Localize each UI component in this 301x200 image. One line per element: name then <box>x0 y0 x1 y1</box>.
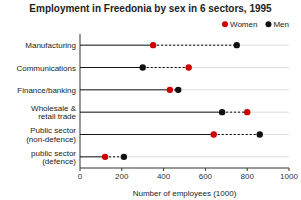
y-tick-label-line: (defence) <box>42 157 76 166</box>
y-tick-label: Finance/banking <box>17 86 76 95</box>
y-tick-label-line: Manufacturing <box>25 41 76 50</box>
x-tick <box>163 168 164 171</box>
connector <box>222 112 247 113</box>
y-tick-label-line: Communications <box>16 64 76 73</box>
x-tick-label: 800 <box>241 172 255 181</box>
chart: Employment in Freedonia by sex in 6 sect… <box>0 0 301 200</box>
x-tick <box>205 168 206 171</box>
dot <box>150 42 156 48</box>
title: Employment in Freedonia by sex in 6 sect… <box>29 3 272 14</box>
grid-line <box>80 89 289 90</box>
dot <box>167 87 173 93</box>
legend-swatch <box>265 21 271 27</box>
dot <box>219 109 225 115</box>
dot <box>234 42 240 48</box>
dot <box>185 64 191 70</box>
x-tick-label: 0 <box>78 172 83 181</box>
y-tick-label: public sector(defence) <box>31 149 76 167</box>
legend: Men Women <box>222 20 289 29</box>
grid-line <box>80 45 289 46</box>
marks <box>80 42 263 160</box>
grid-line <box>80 156 289 157</box>
dot <box>211 131 217 137</box>
stem <box>80 112 222 113</box>
legend-label: Men <box>273 20 289 29</box>
y-tick-label-line: retail trade <box>38 112 76 121</box>
legend-label: Women <box>230 20 257 29</box>
dot <box>121 154 127 160</box>
x-tick-label: 200 <box>115 172 129 181</box>
stem <box>80 89 170 90</box>
grid-line <box>80 112 289 113</box>
dot <box>244 109 250 115</box>
x-axis-label: Number of employees (1000) <box>133 189 237 198</box>
dot <box>140 64 146 70</box>
y-tick-label-line: (non-defence) <box>26 135 76 144</box>
x-tick <box>247 168 248 171</box>
stem <box>80 134 214 135</box>
x-tick-label: 1000 <box>280 172 298 181</box>
x-tick <box>80 168 81 171</box>
x-tick-label: 600 <box>199 172 213 181</box>
y-tick-label: Public sector(non-defence) <box>26 126 76 144</box>
y-axis <box>80 34 81 168</box>
stem <box>80 156 105 157</box>
stem <box>80 67 143 68</box>
x-tick <box>289 168 290 171</box>
dot <box>102 154 108 160</box>
grid-line <box>80 67 289 68</box>
y-tick-label-line: Finance/banking <box>17 86 76 95</box>
connector <box>153 45 237 46</box>
connector <box>143 67 189 68</box>
legend-swatch <box>222 21 228 27</box>
dot <box>175 87 181 93</box>
y-tick-label: Wholesale &retail trade <box>31 104 77 122</box>
connector <box>214 134 260 135</box>
y-tick-label: Communications <box>16 64 76 73</box>
x-tick <box>121 168 122 171</box>
y-tick-label: Manufacturing <box>25 41 76 50</box>
x-axis <box>80 168 289 169</box>
x-tick-label: 400 <box>157 172 171 181</box>
dot <box>257 131 263 137</box>
stem <box>80 45 153 46</box>
